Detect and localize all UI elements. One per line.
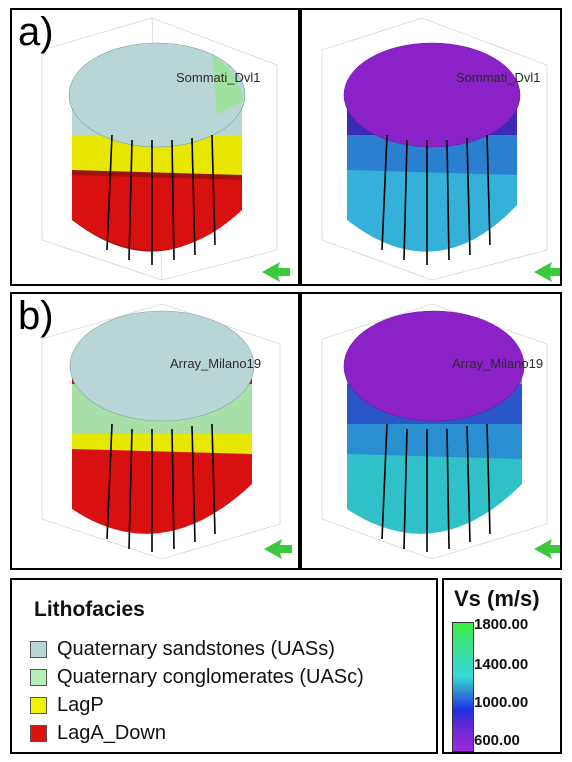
vs-tick-label: 1000.00 xyxy=(474,694,529,711)
legend-item-label: Quaternary conglomerates (UASc) xyxy=(57,666,364,688)
panel-b-lithofacies: b) Array_Milano19 xyxy=(10,292,300,570)
well-name-label: Sommati_Dvl1 xyxy=(456,70,541,85)
vs-tick-label: 1800.00 xyxy=(474,616,529,633)
panel-label-a: a) xyxy=(18,10,54,54)
model-3d-b-vs xyxy=(321,303,560,560)
vs-tick-label: 600.00 xyxy=(474,732,520,749)
legend-item-uasc: Quaternary conglomerates (UASc) xyxy=(30,666,364,689)
well-name-label: Array_Milano19 xyxy=(170,356,262,371)
vs-legend: Vs (m/s) 1800.00 1400.00 1000.00 600.00 xyxy=(442,578,562,754)
legend-item-label: LagP xyxy=(57,694,104,716)
legend-item-lagp: LagP xyxy=(30,694,104,717)
well-name-label: Array_Milano19 xyxy=(452,356,544,371)
model-3d-b-lithofacies xyxy=(41,303,292,560)
legend-swatch xyxy=(30,641,47,658)
panel-a-vs: Sommati_Dvl1 xyxy=(300,8,562,286)
model-3d-a-vs xyxy=(321,17,560,282)
panel-b-vs: Array_Milano19 xyxy=(300,292,562,570)
panel-label-b: b) xyxy=(18,294,54,338)
legend-swatch xyxy=(30,669,47,686)
panel-a-lithofacies: a) Sommati_Dvl1 xyxy=(10,8,300,286)
vs-tick-label: 1400.00 xyxy=(474,656,529,673)
legend-item-laga-down: LagA_Down xyxy=(30,722,166,745)
legend-swatch xyxy=(30,725,47,742)
lithofacies-legend-title: Lithofacies xyxy=(34,598,145,621)
model-3d-a-lithofacies xyxy=(41,17,290,282)
vs-legend-title: Vs (m/s) xyxy=(454,586,540,611)
legend-item-uass: Quaternary sandstones (UASs) xyxy=(30,638,335,661)
lithofacies-legend: Lithofacies Quaternary sandstones (UASs)… xyxy=(10,578,438,754)
legend-item-label: LagA_Down xyxy=(57,722,166,744)
legend-item-label: Quaternary sandstones (UASs) xyxy=(57,638,335,660)
legend-swatch xyxy=(30,697,47,714)
well-name-label: Sommati_Dvl1 xyxy=(176,70,261,85)
vs-color-bar xyxy=(452,622,474,752)
